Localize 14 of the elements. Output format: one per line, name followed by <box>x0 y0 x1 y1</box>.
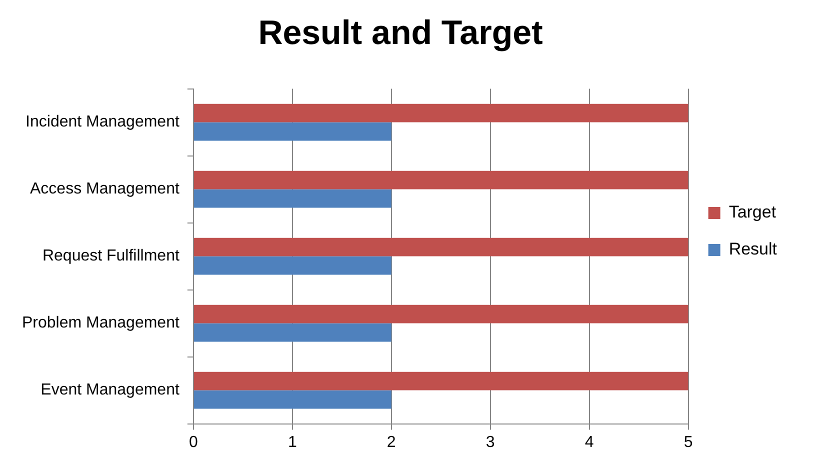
x-tick-label: 5 <box>684 434 693 451</box>
x-tick-label: 3 <box>486 434 495 451</box>
legend-label: Result <box>728 240 778 259</box>
legend-label: Target <box>728 202 776 222</box>
y-tick-label: Request Fulfillment <box>42 248 180 265</box>
x-tick-label: 2 <box>386 434 396 451</box>
chart-title: Result and Target <box>258 14 543 52</box>
y-tick-label: Problem Management <box>22 314 180 332</box>
x-tick-label: 4 <box>584 434 594 451</box>
x-tick-label: 1 <box>288 434 297 451</box>
y-tick-label: Event Management <box>40 382 180 399</box>
x-tick-label: 0 <box>188 434 198 451</box>
y-tick-label: Access Management <box>30 180 180 198</box>
y-tick-label: Incident Management <box>26 114 180 131</box>
